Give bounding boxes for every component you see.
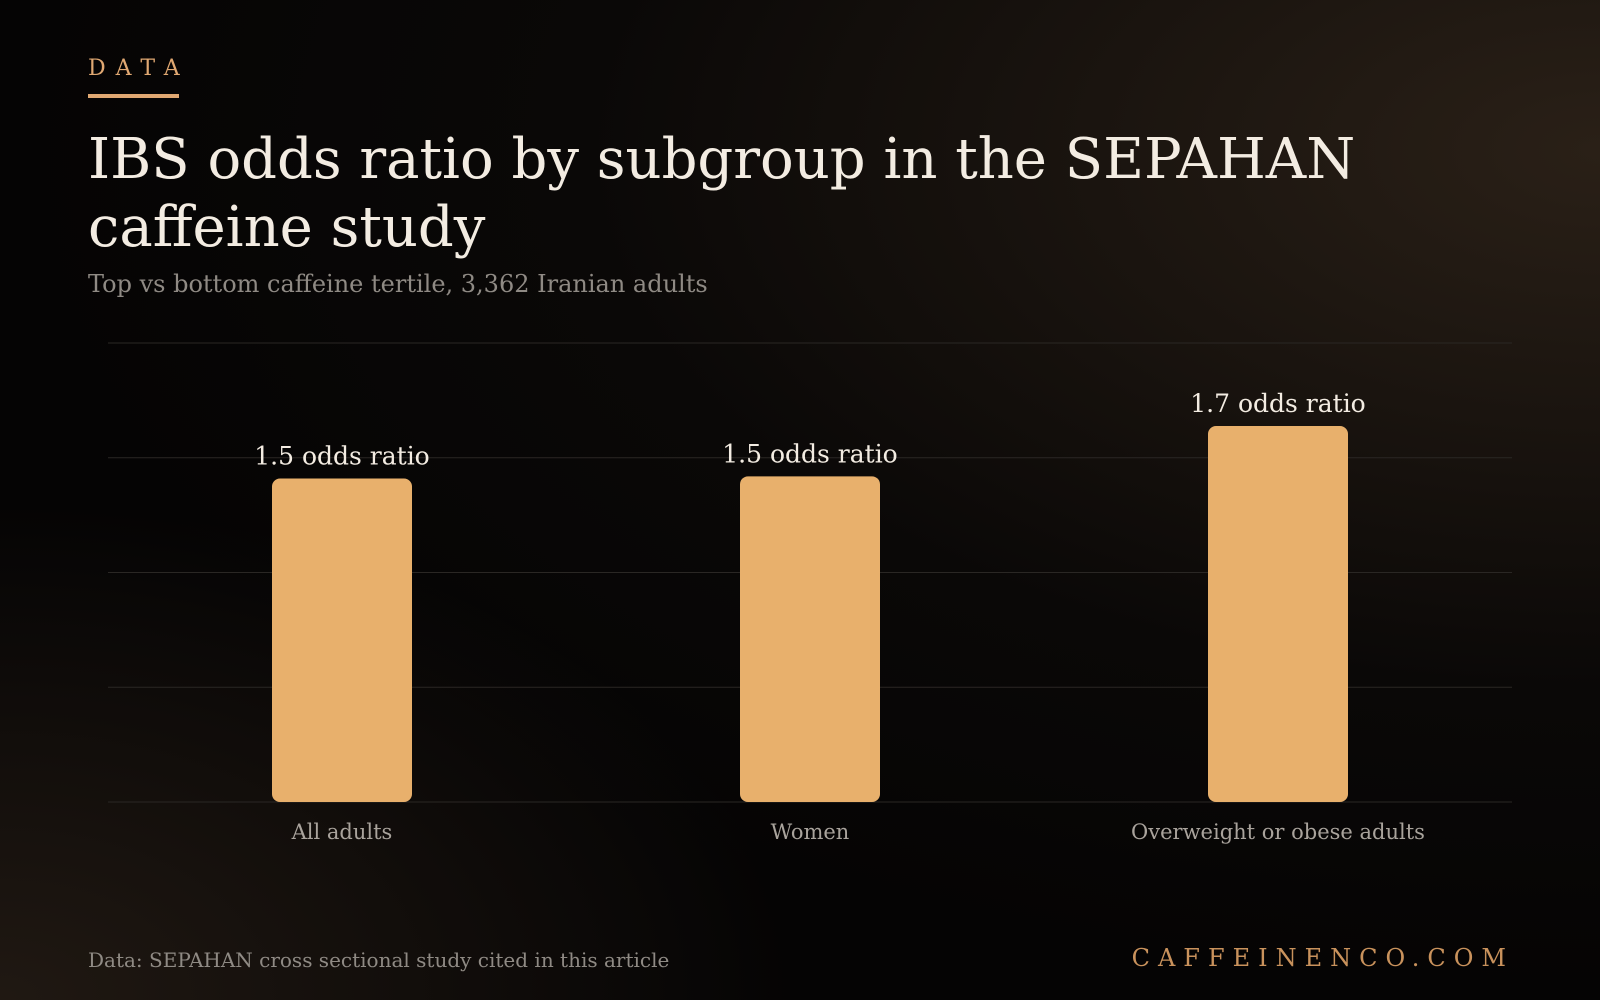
source-note: Data: SEPAHAN cross sectional study cite… — [88, 948, 670, 972]
x-tick-label: Overweight or obese adults — [1131, 820, 1425, 844]
x-tick-label: Women — [771, 820, 850, 844]
value-label: 1.7 odds ratio — [1190, 389, 1366, 418]
chart-title: IBS odds ratio by subgroup in the SEPAHA… — [88, 127, 1356, 260]
chart-subtitle: Top vs bottom caffeine tertile, 3,362 Ir… — [88, 270, 708, 298]
value-label: 1.5 odds ratio — [722, 439, 898, 468]
bar — [272, 478, 412, 802]
brand: CAFFEINENCO.COM — [1131, 944, 1514, 972]
x-tick-label: All adults — [291, 820, 393, 844]
kicker-rule — [88, 94, 179, 98]
bar — [740, 476, 880, 802]
value-label: 1.5 odds ratio — [254, 442, 430, 471]
bar — [1208, 426, 1348, 802]
kicker: DATA — [88, 56, 190, 81]
